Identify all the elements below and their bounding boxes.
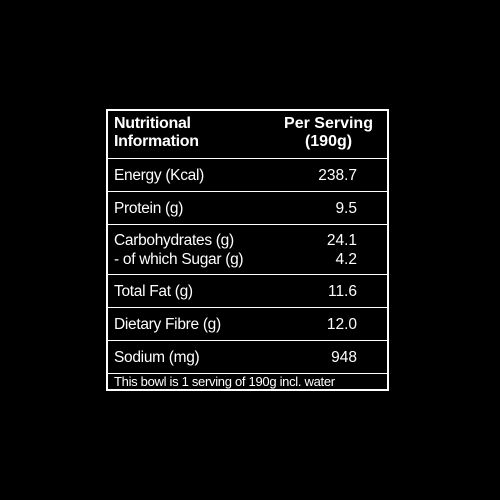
protein-value: 9.5 <box>335 199 357 217</box>
sodium-value: 948 <box>331 348 357 366</box>
energy-label: Energy (Kcal) <box>114 166 204 184</box>
nutrition-facts-table: Nutritional Information Per Serving (190… <box>106 109 389 391</box>
carbs-label-cell: Carbohydrates (g) - of which Sugar (g) <box>108 231 276 269</box>
carbs-value-cell: 24.1 4.2 <box>276 231 387 269</box>
fibre-value: 12.0 <box>326 315 357 333</box>
table-row-total-fat: Total Fat (g) 11.6 <box>108 275 387 308</box>
table-row-sodium: Sodium (mg) 948 <box>108 341 387 374</box>
header-value-line2: (190g) <box>304 133 353 150</box>
table-footer-row: This bowl is 1 serving of 190g incl. wat… <box>108 374 387 389</box>
table-header-row: Nutritional Information Per Serving (190… <box>108 111 387 159</box>
carbs-value: 24.1 <box>326 231 357 249</box>
header-value-cell: Per Serving (190g) <box>276 115 387 151</box>
energy-value: 238.7 <box>318 166 357 184</box>
table-row-energy: Energy (Kcal) 238.7 <box>108 159 387 192</box>
protein-label: Protein (g) <box>114 199 184 217</box>
serving-note: This bowl is 1 serving of 190g incl. wat… <box>114 374 335 389</box>
header-label-line1: Nutritional <box>114 115 191 132</box>
header-value-line1: Per Serving <box>284 115 373 132</box>
fat-label: Total Fat (g) <box>114 282 193 300</box>
table-row-protein: Protein (g) 9.5 <box>108 192 387 225</box>
table-row-dietary-fibre: Dietary Fibre (g) 12.0 <box>108 308 387 341</box>
fat-value: 11.6 <box>327 282 357 300</box>
table-row-carbohydrates: Carbohydrates (g) - of which Sugar (g) 2… <box>108 225 387 275</box>
fibre-label: Dietary Fibre (g) <box>114 315 221 333</box>
sodium-label: Sodium (mg) <box>114 348 200 366</box>
sugar-value: 4.2 <box>335 250 357 268</box>
carbs-label: Carbohydrates (g) <box>114 231 234 249</box>
sugar-label: - of which Sugar (g) <box>114 250 244 268</box>
header-label-cell: Nutritional Information <box>108 115 276 151</box>
header-label-line2: Information <box>114 133 199 150</box>
